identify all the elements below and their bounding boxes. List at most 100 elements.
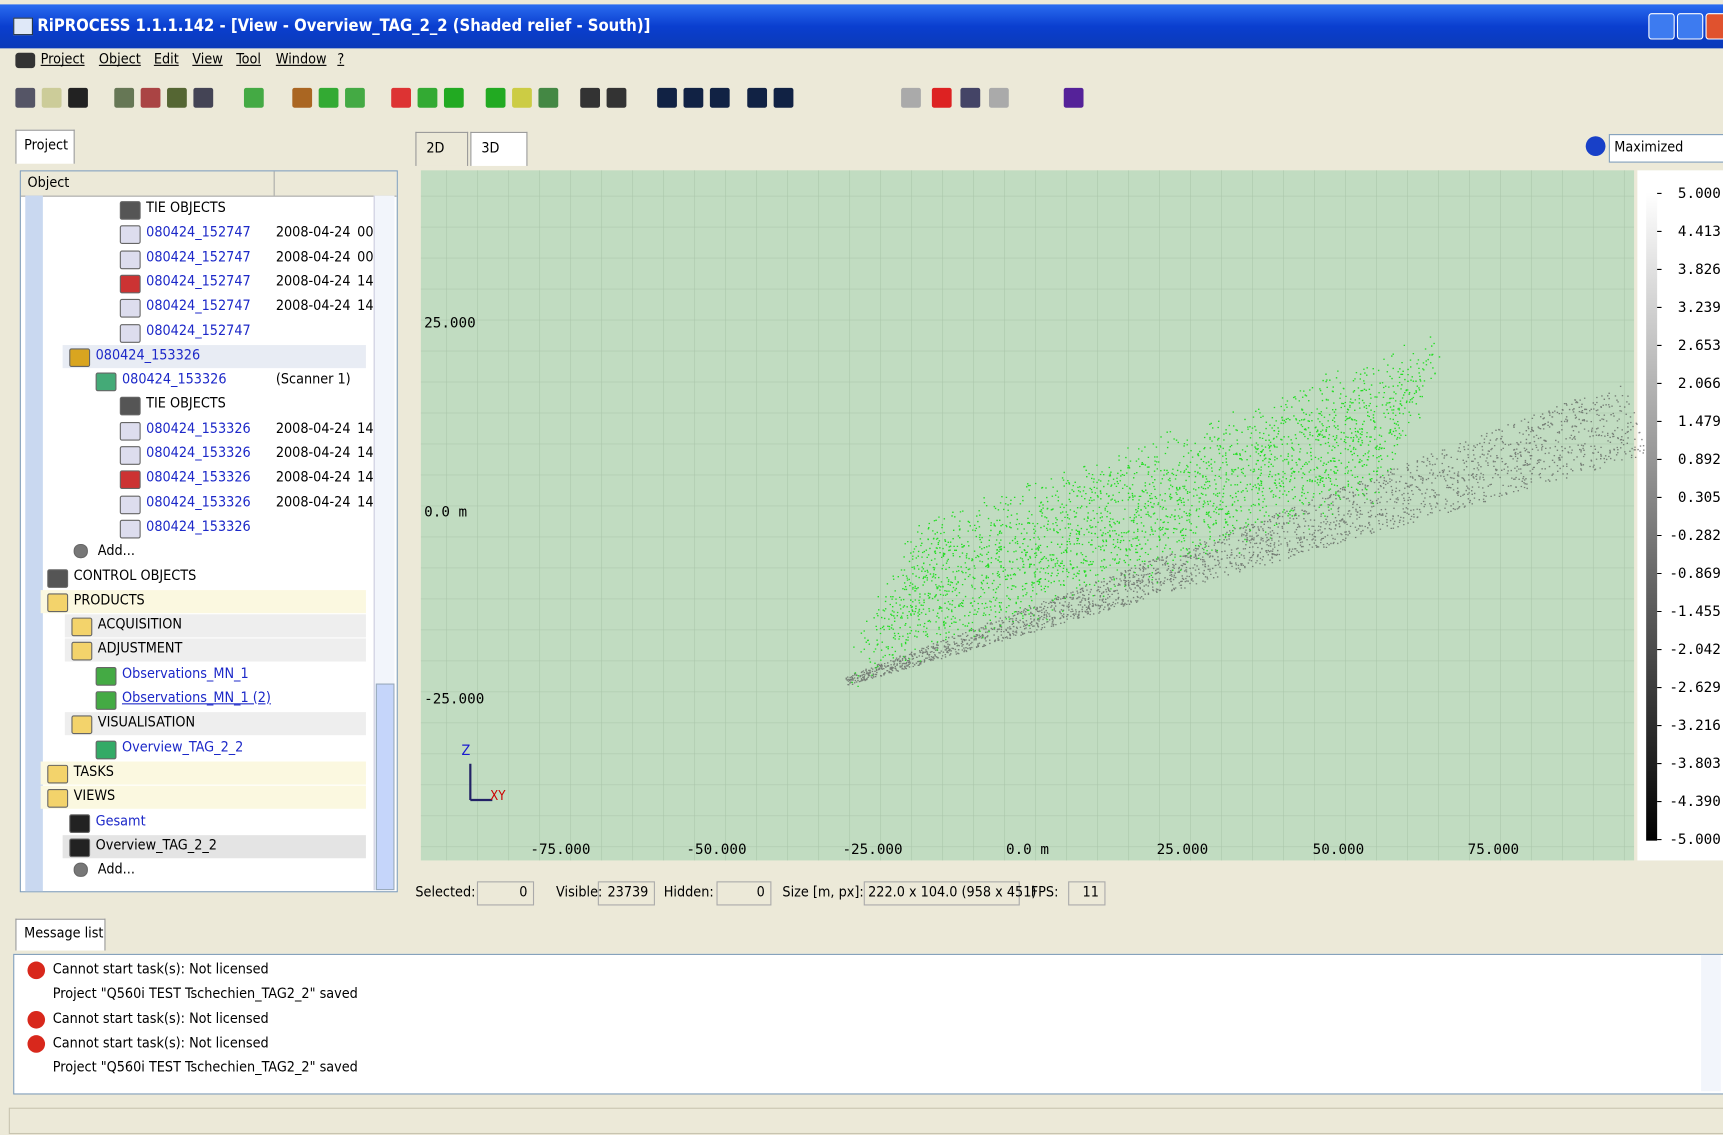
status-bar: Selected: 0 Visible: 23739 Hidden: 0 Size [m, … bbox=[415, 879, 1624, 908]
tree-label[interactable]: TIE OBJECTS bbox=[146, 396, 226, 413]
menu-item[interactable]: Object bbox=[98, 51, 141, 69]
menu-item[interactable]: Window bbox=[275, 51, 327, 69]
row-highlight bbox=[64, 712, 366, 736]
close-button[interactable] bbox=[1705, 13, 1723, 40]
tab-label: Project bbox=[24, 137, 69, 154]
tree-label[interactable]: ADJUSTMENT bbox=[97, 641, 183, 658]
toolbar-button[interactable] bbox=[931, 87, 952, 108]
tree-label[interactable]: 080424_152747 bbox=[146, 322, 251, 340]
tree-label[interactable]: Add... bbox=[97, 861, 135, 879]
view-tab[interactable] bbox=[470, 131, 528, 166]
tree-label[interactable]: TASKS bbox=[73, 763, 114, 781]
toolbar-button[interactable] bbox=[989, 87, 1009, 108]
toolbar-button[interactable] bbox=[683, 87, 704, 108]
toolbar-button[interactable] bbox=[417, 87, 438, 108]
error-icon bbox=[27, 1035, 46, 1053]
max-button[interactable] bbox=[1676, 13, 1704, 40]
status-label: Size [m, px]: bbox=[782, 884, 864, 902]
scroll-thumb[interactable] bbox=[375, 683, 395, 891]
tree-label[interactable]: 080424_153326 bbox=[146, 445, 251, 462]
grid bbox=[420, 170, 1635, 861]
x-axis-label: 25.000 bbox=[1157, 842, 1209, 858]
tree-label[interactable]: Observations_MN_1 (2) bbox=[121, 690, 271, 707]
toolbar-button[interactable] bbox=[345, 87, 365, 108]
message-tab[interactable]: Message list bbox=[15, 918, 106, 951]
toolbar-button[interactable] bbox=[606, 87, 627, 108]
scrollbar[interactable] bbox=[1701, 954, 1721, 1092]
toolbar-button[interactable] bbox=[41, 87, 62, 108]
project-tab[interactable]: Project bbox=[15, 129, 75, 164]
tab-label[interactable]: 2D bbox=[426, 140, 445, 158]
tree-time: 14 bbox=[357, 494, 374, 511]
menu-item[interactable]: Project bbox=[40, 51, 85, 69]
tab-label[interactable]: 3D bbox=[481, 140, 500, 158]
tree-label[interactable]: ACQUISITION bbox=[97, 616, 182, 634]
x-axis-label: -50.000 bbox=[686, 842, 746, 858]
view-tab[interactable] bbox=[415, 131, 469, 166]
tree-label[interactable]: PRODUCTS bbox=[73, 592, 145, 609]
tree-label[interactable]: 080424_153326 bbox=[146, 518, 251, 536]
tree-label[interactable]: Overview_TAG_2_2 bbox=[95, 837, 217, 854]
tree-label[interactable]: 080424_152747 bbox=[146, 298, 251, 315]
tree-time: 14 bbox=[357, 298, 374, 315]
scale-label: -5.000 bbox=[1669, 832, 1721, 848]
toolbar-button[interactable] bbox=[167, 87, 187, 108]
tree-label[interactable]: Add... bbox=[97, 543, 135, 560]
toolbar-button[interactable] bbox=[773, 87, 794, 108]
toolbar-button[interactable] bbox=[747, 87, 768, 108]
error-icon bbox=[27, 961, 46, 980]
title-bar bbox=[0, 4, 1723, 49]
toolbar-button[interactable] bbox=[960, 87, 981, 108]
toolbar-button[interactable] bbox=[538, 87, 559, 108]
menu-item[interactable]: ? bbox=[337, 51, 345, 69]
tree-icon bbox=[119, 495, 141, 514]
toolbar-button[interactable] bbox=[15, 87, 36, 108]
tree-label[interactable]: VIEWS bbox=[73, 788, 116, 805]
toolbar-button[interactable] bbox=[391, 87, 411, 108]
toolbar-button[interactable] bbox=[114, 87, 135, 108]
tree-label[interactable]: Observations_MN_1 bbox=[121, 665, 249, 683]
toolbar-button[interactable] bbox=[243, 87, 264, 108]
toolbar-button[interactable] bbox=[140, 87, 161, 108]
toolbar-button[interactable] bbox=[68, 87, 88, 108]
column-header: Object bbox=[27, 174, 70, 192]
tree-label[interactable]: 080424_153326 bbox=[121, 371, 227, 389]
scrollbar[interactable] bbox=[373, 195, 395, 891]
tree-label[interactable]: 080424_152747 bbox=[146, 273, 251, 290]
toolbar-button[interactable] bbox=[901, 87, 921, 108]
toolbar-button[interactable] bbox=[512, 87, 532, 108]
toolbar-button[interactable] bbox=[443, 87, 464, 108]
window-icon bbox=[13, 17, 33, 36]
tree-icon bbox=[73, 544, 88, 559]
tree-label[interactable]: VISUALISATION bbox=[97, 714, 196, 732]
tree-label[interactable]: CONTROL OBJECTS bbox=[73, 567, 197, 585]
scale-label: 0.305 bbox=[1678, 490, 1721, 506]
tree-label[interactable]: 080424_153326 bbox=[146, 469, 251, 487]
menu-item[interactable]: Edit bbox=[153, 51, 179, 69]
tree-icon bbox=[71, 715, 93, 735]
tree-icon bbox=[95, 666, 117, 686]
menu-item[interactable]: Tool bbox=[236, 51, 261, 69]
toolbar-button[interactable] bbox=[709, 87, 730, 108]
toolbar-button[interactable] bbox=[292, 87, 313, 108]
toolbar-button[interactable] bbox=[485, 87, 506, 108]
toolbar-button[interactable] bbox=[193, 87, 214, 108]
toolbar-button[interactable] bbox=[657, 87, 677, 108]
toolbar-button[interactable] bbox=[318, 87, 339, 108]
min-button[interactable] bbox=[1648, 13, 1675, 40]
toolbar-button[interactable] bbox=[580, 87, 600, 108]
tree-label[interactable]: TIE OBJECTS bbox=[146, 199, 226, 217]
tree-label[interactable]: Overview_TAG_2_2 bbox=[121, 739, 244, 756]
row-highlight bbox=[40, 785, 366, 809]
tree-label[interactable]: Gesamt bbox=[95, 812, 146, 830]
tree-label[interactable]: 080424_153326 bbox=[146, 420, 251, 438]
tree-label[interactable]: 080424_152747 bbox=[146, 224, 251, 241]
tree-label[interactable]: 080424_153326 bbox=[146, 494, 251, 511]
tree-label[interactable]: 080424_153326 bbox=[95, 347, 201, 364]
tree-icon bbox=[73, 862, 88, 878]
menu-item[interactable]: View bbox=[192, 51, 223, 69]
mode-dropdown[interactable]: Maximized bbox=[1608, 134, 1723, 163]
tree-label[interactable]: 080424_152747 bbox=[146, 249, 251, 266]
toolbar-button[interactable] bbox=[1063, 87, 1084, 108]
x-axis-label: -25.000 bbox=[842, 842, 902, 858]
